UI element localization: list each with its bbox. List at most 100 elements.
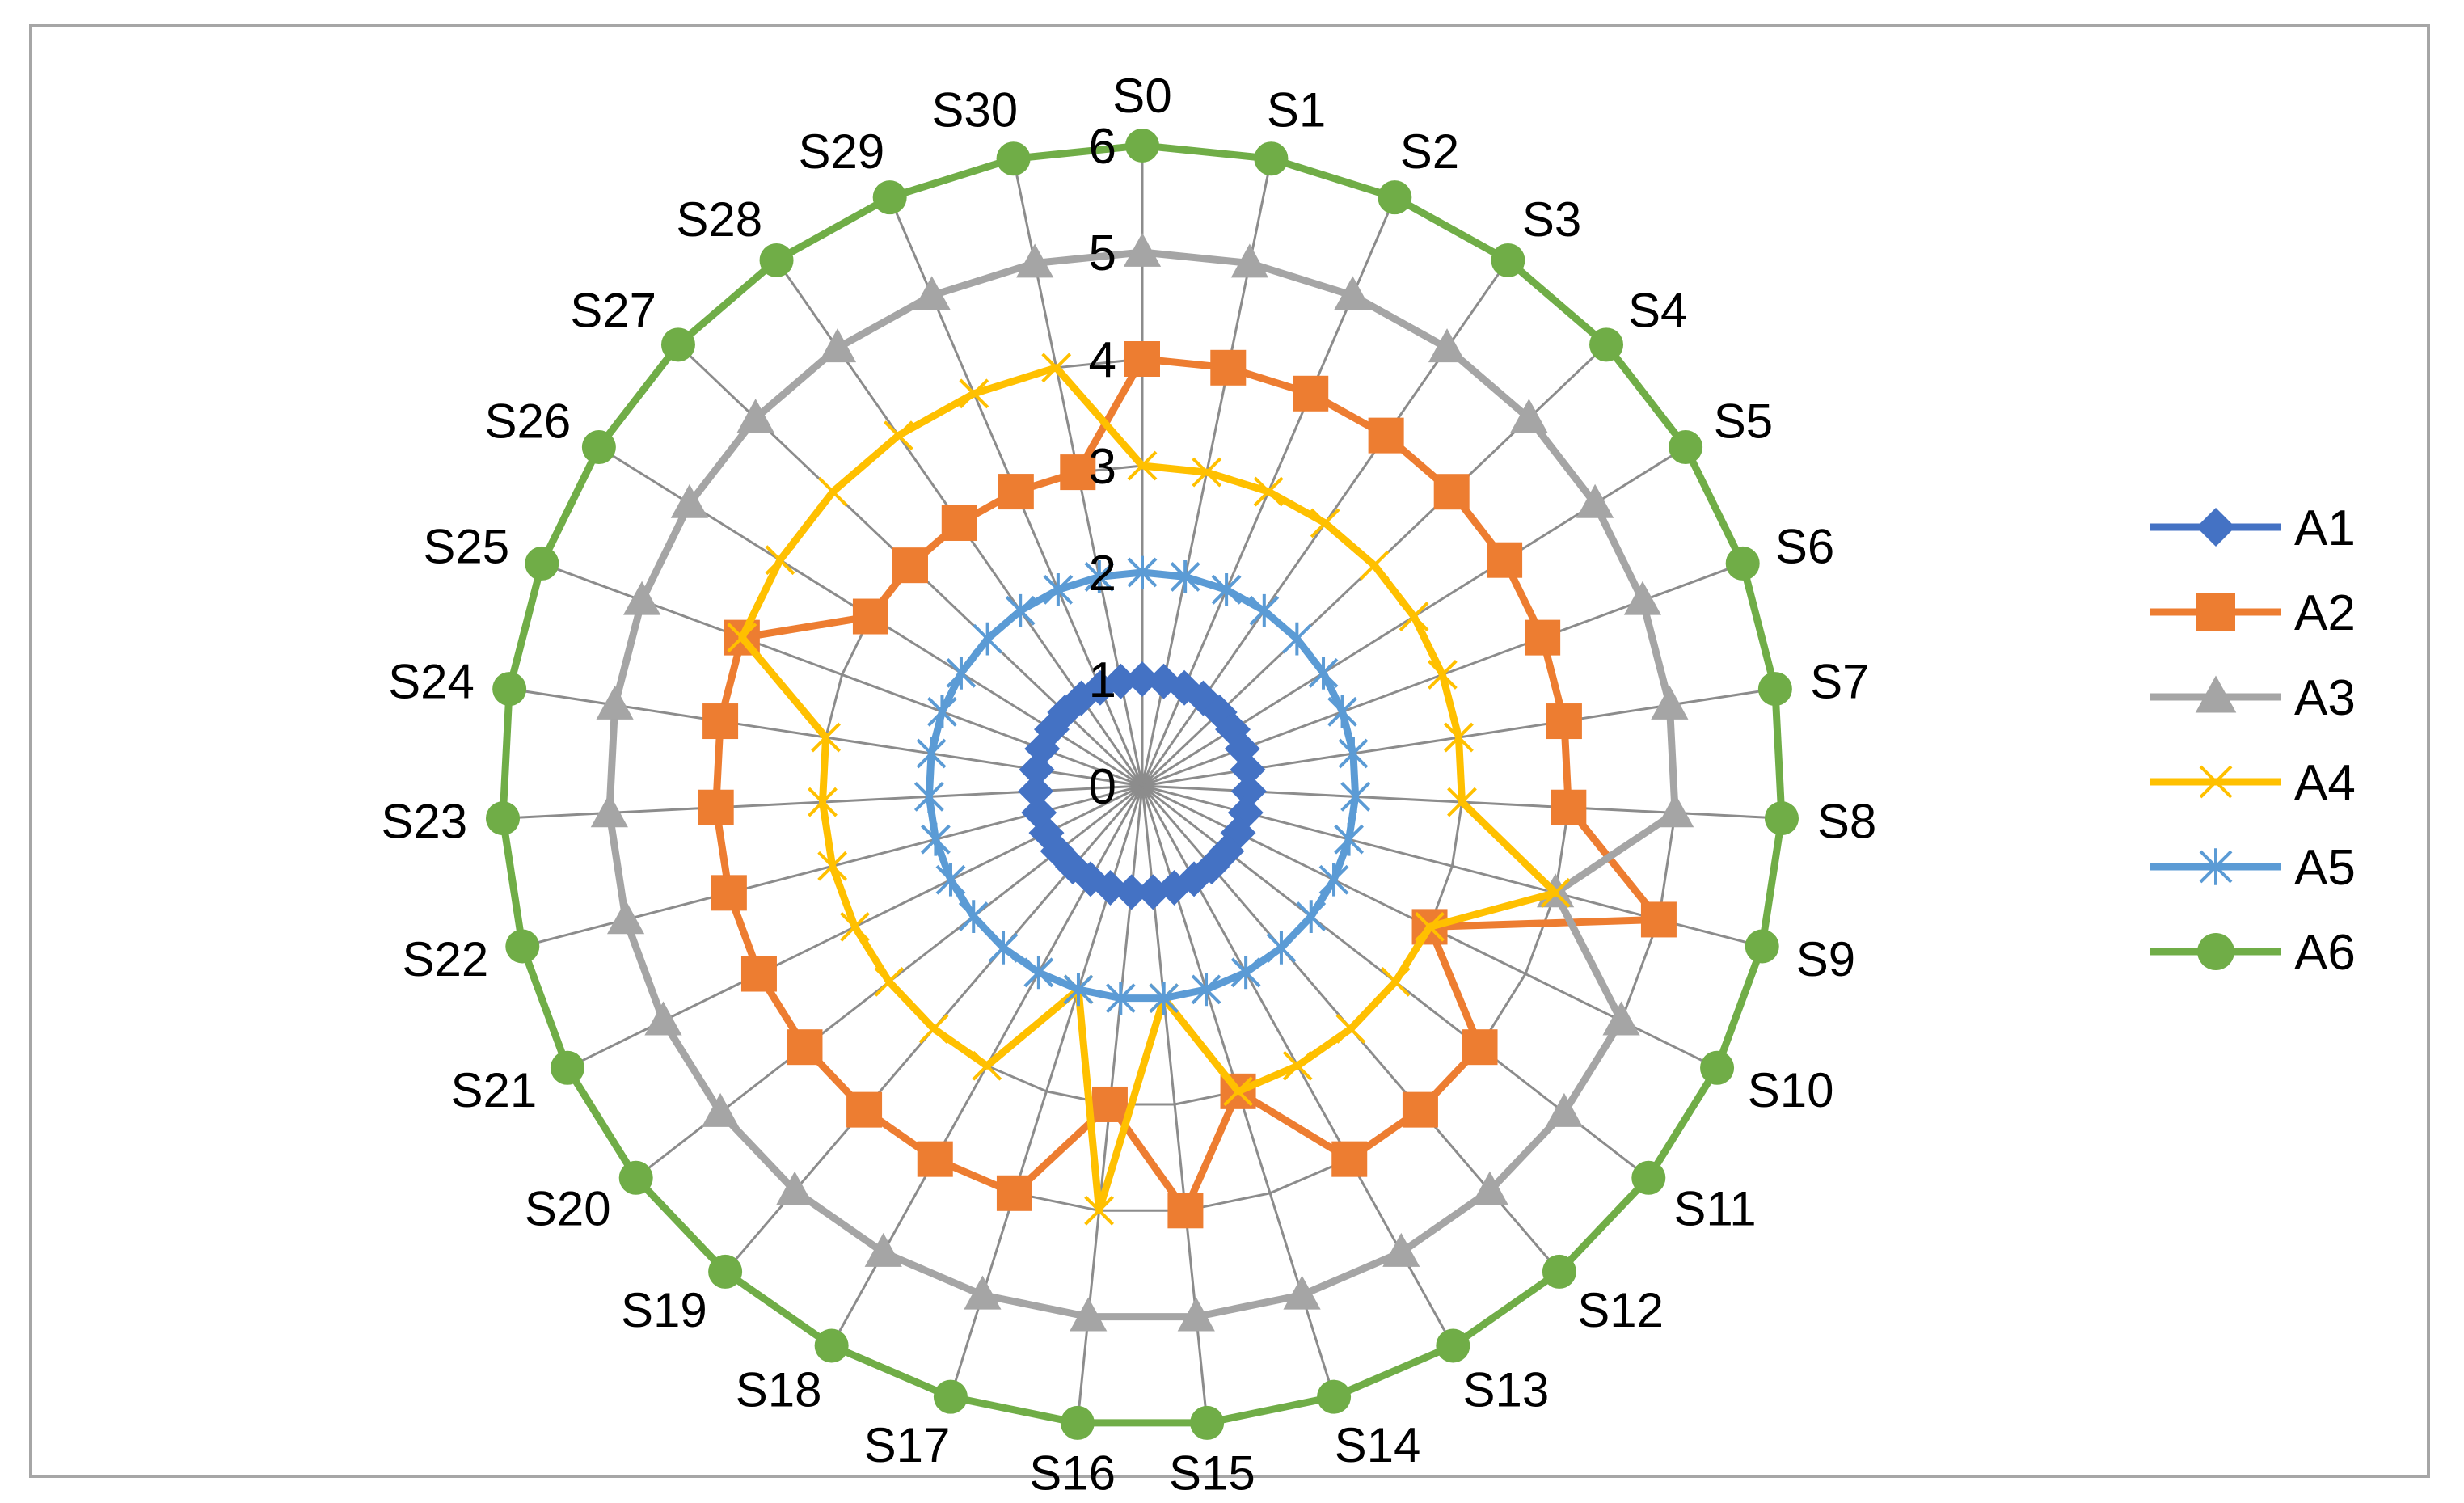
data-point-a2-s1 — [1210, 349, 1247, 386]
data-point-a2-s3 — [1368, 417, 1404, 454]
data-point-a2-s29 — [998, 474, 1034, 510]
data-point-a3-s8 — [1656, 793, 1694, 828]
category-label-s6: S6 — [1775, 519, 1834, 573]
data-point-a4-s23 — [808, 787, 838, 817]
data-point-a1-s30 — [1103, 663, 1139, 699]
data-point-a2-s13 — [1331, 1141, 1368, 1177]
data-point-a5-s15 — [1149, 982, 1179, 1015]
category-label-s10: S10 — [1748, 1063, 1834, 1117]
data-point-a5-s22 — [921, 822, 951, 856]
data-point-a1-s21 — [1028, 815, 1065, 851]
data-point-a2-s23 — [698, 789, 734, 825]
data-point-a4-s18 — [972, 1050, 1002, 1081]
series-line-a4 — [738, 364, 1559, 1214]
data-point-a3-s17 — [964, 1275, 1002, 1310]
radar-grid — [501, 144, 1783, 1425]
data-point-a4-s20 — [874, 966, 905, 997]
data-point-a4-s29 — [959, 378, 989, 409]
data-point-a5-s28 — [1005, 593, 1036, 627]
category-label-s1: S1 — [1267, 82, 1326, 137]
category-label-s22: S22 — [402, 932, 488, 986]
data-point-a4-s30 — [1041, 353, 1072, 383]
data-point-a3-s28 — [818, 328, 857, 363]
category-label-s9: S9 — [1796, 932, 1855, 986]
data-point-a5-s1 — [1170, 560, 1200, 593]
data-point-a4-s27 — [817, 476, 848, 507]
data-point-a3-s16 — [1070, 1297, 1108, 1332]
data-point-a4-s19 — [918, 1014, 949, 1044]
data-point-a6-s1 — [1254, 141, 1289, 176]
data-point-a5-s17 — [1063, 973, 1094, 1007]
data-point-a1-s0 — [1124, 661, 1160, 697]
legend-label-a1: A1 — [2294, 500, 2356, 556]
legend-item-a1[interactable]: A1 — [2150, 500, 2356, 556]
legend-item-a2[interactable]: A2 — [2150, 585, 2356, 641]
legend-marker-a5 — [2199, 848, 2233, 885]
series-line-a3 — [605, 248, 1679, 1321]
legend-marker-a2 — [2196, 593, 2235, 631]
data-point-a5-s21 — [935, 863, 966, 897]
data-point-a3-s19 — [775, 1171, 814, 1205]
data-point-a5-s27 — [973, 622, 1003, 656]
category-label-s21: S21 — [451, 1063, 538, 1117]
legend-marker-a6 — [2197, 933, 2234, 970]
data-point-a4-s25 — [727, 623, 757, 653]
series-a6 — [486, 129, 1799, 1440]
legend-item-a5[interactable]: A5 — [2150, 840, 2356, 896]
category-label-s7: S7 — [1810, 655, 1869, 709]
data-point-a2-s27 — [892, 547, 928, 584]
data-point-a2-s19 — [846, 1091, 883, 1128]
data-point-a2-s8 — [1551, 789, 1587, 825]
category-label-s5: S5 — [1714, 394, 1773, 448]
data-point-a6-s16 — [1060, 1405, 1095, 1440]
data-point-a5-s13 — [1230, 956, 1261, 990]
data-point-a2-s12 — [1402, 1091, 1438, 1128]
data-point-a5-s7 — [1338, 737, 1369, 770]
data-point-a4-s5 — [1399, 602, 1429, 631]
legend-item-a6[interactable]: A6 — [2150, 925, 2356, 981]
data-point-a1-s15 — [1135, 874, 1171, 910]
data-point-a2-s15 — [1167, 1193, 1204, 1229]
data-point-a5-s30 — [1084, 560, 1115, 593]
data-point-a4-s28 — [883, 420, 913, 451]
category-label-s8: S8 — [1817, 794, 1876, 848]
data-point-a6-s6 — [1725, 546, 1760, 581]
data-point-a2-s22 — [711, 875, 747, 911]
radial-axis-ticks: 0 1 2 3 4 5 6 — [1089, 119, 1116, 815]
data-point-a3-s6 — [1623, 581, 1662, 615]
category-label-s27: S27 — [570, 284, 656, 338]
legend-item-a4[interactable]: A4 — [2150, 755, 2356, 811]
data-point-a2-s7 — [1546, 703, 1582, 740]
data-point-a2-s2 — [1293, 375, 1329, 412]
category-label-s20: S20 — [525, 1182, 611, 1236]
data-point-a6-s17 — [933, 1379, 968, 1414]
tick-label-5: 5 — [1089, 226, 1116, 281]
data-point-a3-s22 — [606, 900, 645, 935]
data-point-a5-s14 — [1191, 973, 1221, 1007]
data-point-a4-s24 — [811, 722, 841, 753]
data-point-a5-s3 — [1249, 593, 1280, 627]
legend-item-a3[interactable]: A3 — [2150, 670, 2356, 726]
data-point-a6-s30 — [996, 141, 1031, 176]
data-point-a3-s20 — [701, 1092, 740, 1127]
series-line-a2 — [712, 355, 1663, 1214]
data-point-a1-s9 — [1227, 795, 1264, 831]
legend-label-a5: A5 — [2294, 840, 2356, 896]
category-label-s0: S0 — [1112, 69, 1171, 123]
data-point-a3-s3 — [1428, 328, 1466, 363]
data-point-a6-s7 — [1757, 672, 1792, 707]
data-point-a4-s2 — [1253, 476, 1284, 507]
data-point-a6-s2 — [1378, 180, 1412, 215]
data-point-a3-s29 — [913, 276, 951, 310]
category-label-s15: S15 — [1169, 1446, 1255, 1501]
data-point-a6-s26 — [581, 430, 616, 465]
data-point-a6-s28 — [759, 243, 794, 277]
data-point-a3-s11 — [1545, 1092, 1584, 1127]
data-point-a5-s23 — [913, 779, 944, 813]
data-point-a2-s4 — [1433, 474, 1470, 510]
tick-label-2: 2 — [1089, 546, 1116, 602]
data-point-a4-s1 — [1192, 457, 1222, 488]
category-label-s24: S24 — [388, 655, 475, 709]
data-point-a5-s4 — [1281, 622, 1312, 656]
data-point-a6-s15 — [1190, 1405, 1225, 1440]
